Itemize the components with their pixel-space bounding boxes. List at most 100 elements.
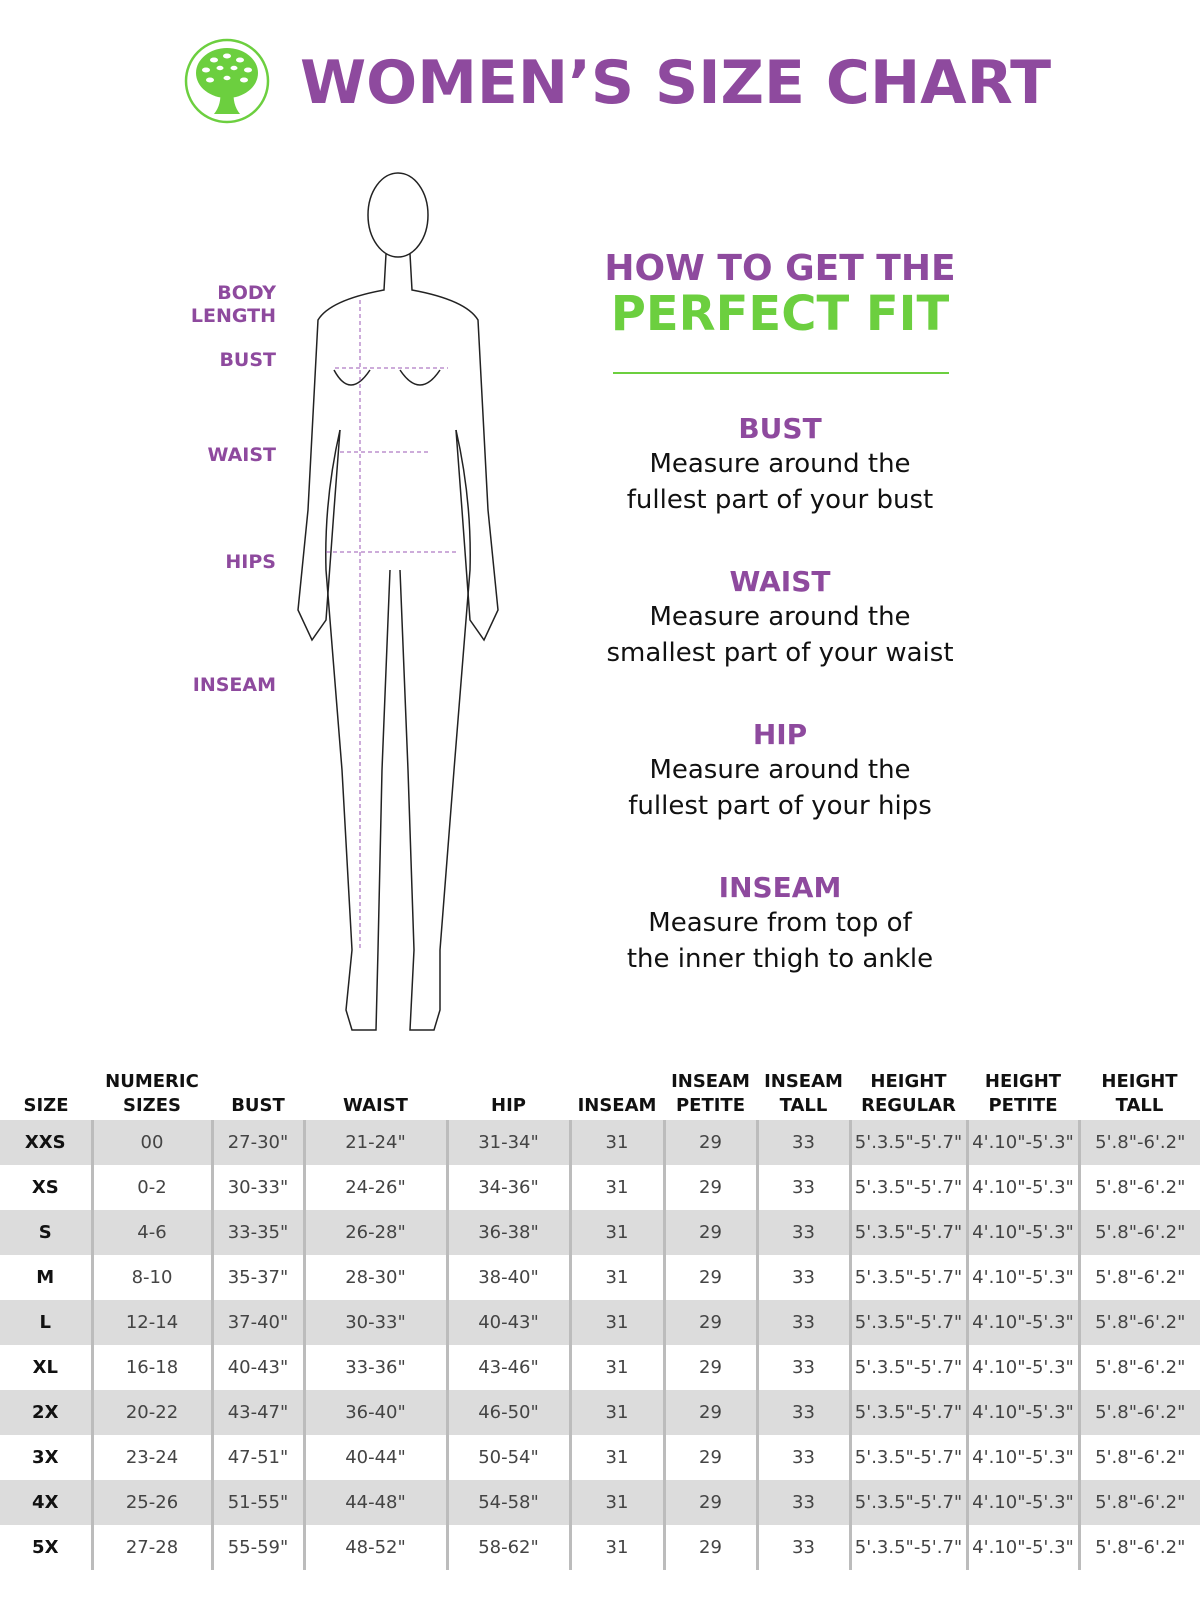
table-cell: 4'.10"-5'.3"	[965, 1525, 1079, 1570]
heading-line-2: PERFECT FIT	[610, 286, 950, 342]
table-cell: 51-55"	[210, 1480, 304, 1525]
tip-line: Measure around the	[649, 449, 911, 479]
table-cell: 33	[755, 1210, 850, 1255]
table-cell: 43-46"	[445, 1345, 570, 1390]
table-cell: 29	[662, 1210, 757, 1255]
table-cell: 5'.8"-6'.2"	[1077, 1120, 1200, 1165]
header-text: TALL	[1115, 1095, 1164, 1116]
table-cell: 16-18	[90, 1345, 212, 1390]
table-cell: 31	[568, 1210, 664, 1255]
table-cell: 29	[662, 1120, 757, 1165]
table-cell: XS	[31, 1177, 59, 1198]
label-inseam: INSEAM	[192, 674, 276, 696]
table-cell: 31	[568, 1255, 664, 1300]
table-cell: 33	[755, 1300, 850, 1345]
table-row: L 12-14 37-40" 30-33" 40-43" 31 29 33 5'.3.5"-5'…	[0, 1300, 1200, 1345]
table-cell: 4'.10"-5'.3"	[965, 1345, 1079, 1390]
table-cell: 00	[90, 1120, 212, 1165]
table-cell: 4'.10"-5'.3"	[965, 1120, 1079, 1165]
table-cell: 5'.3.5"-5'.7"	[848, 1435, 967, 1480]
table-cell: 37-40"	[210, 1300, 304, 1345]
table-cell: 5'.3.5"-5'.7"	[848, 1390, 967, 1435]
column-header: HIP	[447, 1066, 570, 1120]
tip-line: fullest part of your hips	[628, 791, 932, 821]
table-row: XL 16-18 40-43" 33-36" 43-46" 31 29 33 5'.3.5"-5…	[0, 1345, 1200, 1390]
table-cell: 29	[662, 1165, 757, 1210]
tip-title: HIP	[752, 718, 808, 751]
table-cell: 31	[568, 1435, 664, 1480]
header-text: PETITE	[988, 1095, 1058, 1116]
table-row: 5X 27-28 55-59" 48-52" 58-62" 31 29 33 5'.3.5"-5…	[0, 1525, 1200, 1570]
table-cell: 4'.10"-5'.3"	[965, 1165, 1079, 1210]
table-cell: 5'.3.5"-5'.7"	[848, 1525, 967, 1570]
table-cell: 23-24	[90, 1435, 212, 1480]
label-text: BODY	[217, 282, 276, 304]
table-cell: XL	[32, 1357, 58, 1378]
table-cell: 54-58"	[445, 1480, 570, 1525]
tip-bust: BUST Measure around the fullest part of yo…	[560, 412, 1000, 518]
column-header: INSEAM	[570, 1066, 664, 1120]
table-cell: 5'.3.5"-5'.7"	[848, 1165, 967, 1210]
table-cell: 24-26"	[302, 1165, 447, 1210]
table-row: XXS 00 27-30" 21-24" 31-34" 31 29 33 5'.3.5"-5'.…	[0, 1120, 1200, 1165]
label-body-length: BODY LENGTH	[191, 282, 276, 328]
table-cell: 40-44"	[302, 1435, 447, 1480]
table-row: 2X 20-22 43-47" 36-40" 46-50" 31 29 33 5'.3.5"-5…	[0, 1390, 1200, 1435]
header-text: PETITE	[675, 1095, 746, 1116]
tip-line: Measure from top of	[648, 908, 912, 938]
tip-line: fullest part of your bust	[626, 485, 934, 515]
table-cell: 31	[568, 1165, 664, 1210]
table-cell: 5'.8"-6'.2"	[1077, 1165, 1200, 1210]
tip-inseam: INSEAM Measure from top of the inner thigh…	[560, 871, 1000, 977]
table-cell: 31	[568, 1480, 664, 1525]
column-header: HEIGHT PETITE	[967, 1066, 1079, 1120]
table-cell: 29	[662, 1525, 757, 1570]
header-text: SIZE	[23, 1095, 69, 1116]
table-cell: 5'.8"-6'.2"	[1077, 1345, 1200, 1390]
table-cell: 43-47"	[210, 1390, 304, 1435]
table-cell: 33	[755, 1165, 850, 1210]
table-row: 4X 25-26 51-55" 44-48" 54-58" 31 29 33 5'.3.5"-5…	[0, 1480, 1200, 1525]
table-cell: 27-30"	[210, 1120, 304, 1165]
table-cell: 48-52"	[302, 1525, 447, 1570]
table-cell: 40-43"	[445, 1300, 570, 1345]
tree-logo	[184, 38, 270, 124]
column-header: INSEAM TALL	[757, 1066, 850, 1120]
table-cell: 8-10	[90, 1255, 212, 1300]
table-cell: 5'.3.5"-5'.7"	[848, 1480, 967, 1525]
header-text: REGULAR	[861, 1095, 956, 1116]
table-cell: 33-36"	[302, 1345, 447, 1390]
tip-line: Measure around the	[649, 602, 911, 632]
table-cell: 21-24"	[302, 1120, 447, 1165]
table-cell: 30-33"	[210, 1165, 304, 1210]
tip-title: INSEAM	[718, 871, 842, 904]
table-cell: 0-2	[90, 1165, 212, 1210]
tip-hip: HIP Measure around the fullest part of you…	[560, 718, 1000, 824]
table-cell: 12-14	[90, 1300, 212, 1345]
table-cell: 5'.8"-6'.2"	[1077, 1255, 1200, 1300]
table-cell: 33	[755, 1345, 850, 1390]
table-cell: 33	[755, 1255, 850, 1300]
table-cell: 28-30"	[302, 1255, 447, 1300]
table-cell: 44-48"	[302, 1480, 447, 1525]
header-text: HIP	[491, 1095, 526, 1116]
table-cell: 29	[662, 1390, 757, 1435]
table-cell: 3X	[32, 1447, 59, 1468]
table-cell: 26-28"	[302, 1210, 447, 1255]
table-cell: M	[36, 1267, 55, 1288]
table-cell: 4'.10"-5'.3"	[965, 1480, 1079, 1525]
table-cell: 5'.8"-6'.2"	[1077, 1480, 1200, 1525]
column-header: HEIGHT TALL	[1079, 1066, 1200, 1120]
table-cell: 5'.3.5"-5'.7"	[848, 1300, 967, 1345]
table-cell: 34-36"	[445, 1165, 570, 1210]
table-cell: 5'.3.5"-5'.7"	[848, 1255, 967, 1300]
table-cell: 5'.8"-6'.2"	[1077, 1390, 1200, 1435]
column-header: SIZE	[0, 1066, 92, 1120]
table-cell: 5X	[32, 1537, 59, 1558]
table-cell: 33	[755, 1525, 850, 1570]
page-title: WOMEN’S SIZE CHART	[300, 48, 1052, 118]
table-cell: 2X	[0, 1390, 92, 1435]
table-cell: 27-28	[90, 1525, 212, 1570]
size-table: SIZE NUMERIC SIZES BUST WAIST HIP INSEAM INSEAM…	[0, 1066, 1200, 1570]
table-cell: 31	[568, 1120, 664, 1165]
